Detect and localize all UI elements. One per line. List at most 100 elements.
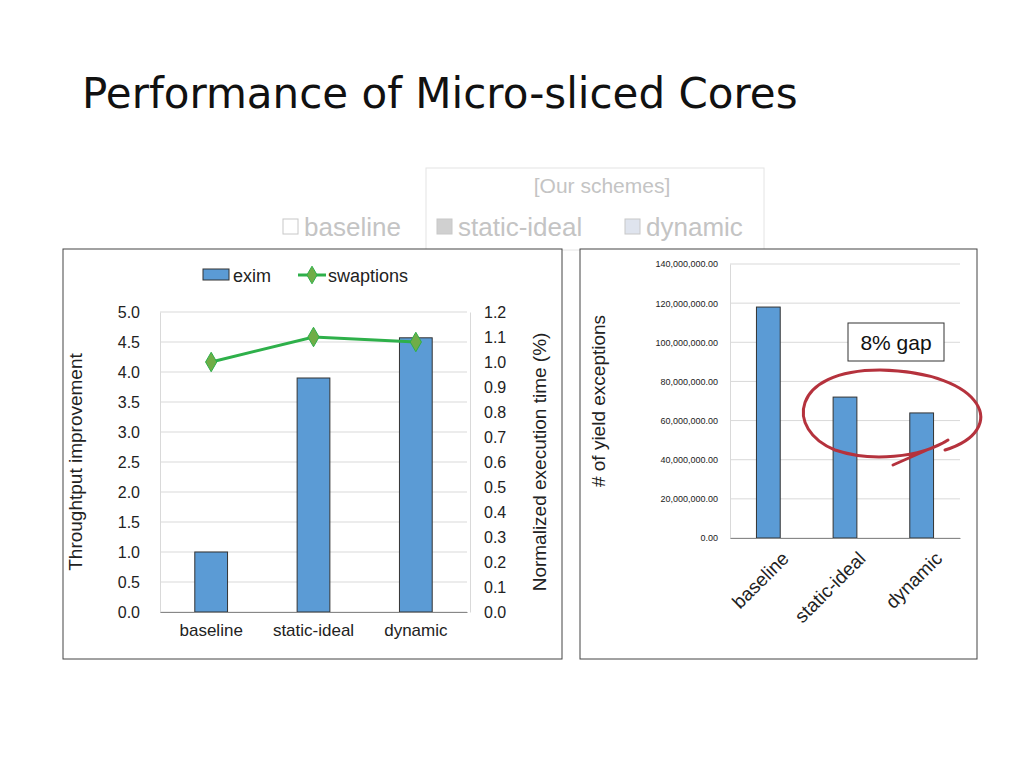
y2-tick: 0.6 — [470, 454, 506, 471]
y-tick-label: 1.5 — [118, 514, 140, 531]
y-axis: 0.00 20,000,000.00 40,000,000.00 60,000,000… — [655, 259, 730, 543]
bar — [297, 378, 330, 612]
y2-tick-label: 1.1 — [484, 329, 506, 346]
background-legend-swatch — [437, 219, 452, 234]
chart: 0.00.51.01.52.02.53.03.54.04.55.00.00.10… — [63, 249, 562, 659]
y-tick-label: 4.5 — [118, 334, 140, 351]
y-tick-label: 40,000,000.00 — [660, 455, 718, 465]
y-tick: 4.0 — [118, 364, 160, 381]
y2-tick-label: 0.8 — [484, 404, 506, 421]
x-tick-label: static-ideal — [791, 548, 870, 627]
y2-tick: 0.9 — [470, 379, 506, 396]
x-axis: baselinestatic-idealdynamic — [728, 538, 960, 627]
y2-tick-label: 0.1 — [484, 579, 506, 596]
y-tick-label: 4.0 — [118, 364, 140, 381]
y-tick: 60,000,000.00 — [660, 416, 730, 426]
background-legend-frame — [426, 168, 764, 250]
y2-tick-label: 0.2 — [484, 554, 506, 571]
y-tick: 80,000,000.00 — [660, 377, 730, 387]
background-legend-label: static-ideal — [458, 212, 582, 242]
y-tick-label: 5.0 — [118, 304, 140, 321]
x-tick-label: dynamic — [881, 548, 946, 613]
y-axis-line — [160, 313, 161, 613]
y-tick: 5.0 — [118, 304, 160, 321]
y2-tick: 0.0 — [470, 604, 506, 621]
x-tick-label: static-ideal — [273, 621, 354, 640]
y-tick: 1.5 — [118, 514, 160, 531]
x-tick: dynamic — [384, 612, 448, 640]
y-tick-label: 100,000,000.00 — [655, 338, 718, 348]
grid-line — [730, 264, 960, 265]
annotation-box — [848, 323, 944, 361]
legend-item: swaptions — [298, 266, 408, 286]
plot-area — [756, 307, 933, 538]
y2-tick: 0.1 — [470, 579, 506, 596]
y2-tick: 0.8 — [470, 404, 506, 421]
y-tick-label: 120,000,000.00 — [655, 299, 718, 309]
x-axis-line — [731, 538, 961, 539]
bar — [195, 552, 228, 612]
y2-axis-line — [470, 313, 471, 613]
background-legend-swatch — [625, 219, 640, 234]
y2-axis: 0.0 0.1 0.2 0.3 0.4 0.5 0.6 0.7 0.8 0.9 1.0 1.1 1.2 — [470, 304, 506, 621]
y-tick: 2.0 — [118, 484, 160, 501]
y2-tick-label: 0.7 — [484, 429, 506, 446]
x-axis: baseline static-ideal dynamic — [161, 612, 468, 640]
y-tick: 120,000,000.00 — [655, 299, 730, 309]
y-tick: 0.5 — [118, 574, 160, 591]
plot-area — [195, 327, 432, 612]
y-tick-label: 80,000,000.00 — [660, 377, 718, 387]
background-legend-label: baseline — [304, 212, 401, 242]
marker — [308, 327, 319, 347]
x-tick-label: baseline — [180, 621, 243, 640]
y-axis-line — [730, 265, 731, 539]
y-tick: 140,000,000.00 — [655, 259, 730, 269]
chart-frame — [63, 249, 562, 659]
y-tick: 4.5 — [118, 334, 160, 351]
y-tick: 0.0 — [118, 604, 160, 621]
legend-marker — [307, 266, 317, 284]
y2-tick-label: 0.3 — [484, 529, 506, 546]
marker — [410, 332, 421, 352]
legend-swatch — [203, 269, 229, 280]
y-tick-label: 0.0 — [118, 604, 140, 621]
bar — [910, 413, 934, 538]
legend-label: swaptions — [328, 266, 408, 286]
bar — [756, 307, 780, 538]
legend-label: exim — [233, 266, 271, 286]
y2-tick: 0.3 — [470, 529, 506, 546]
y-tick: 20,000,000.00 — [660, 494, 730, 504]
y-tick: 100,000,000.00 — [655, 338, 730, 348]
y-tick-label: 3.0 — [118, 424, 140, 441]
y2-tick: 1.1 — [470, 329, 506, 346]
bar — [833, 397, 857, 538]
x-tick: static-ideal — [273, 612, 354, 640]
y2-tick: 0.4 — [470, 504, 506, 521]
x-tick: dynamic — [881, 538, 946, 613]
y2-tick-label: 0.0 — [484, 604, 506, 621]
background-legend-swatch — [283, 219, 298, 234]
x-tick-label: dynamic — [384, 621, 448, 640]
y2-tick-label: 1.2 — [484, 304, 506, 321]
y2-tick-label: 0.6 — [484, 454, 506, 471]
y2-tick: 0.7 — [470, 429, 506, 446]
legend: exim swaptions — [203, 266, 408, 286]
chart: 0.00 20,000,000.00 40,000,000.00 60,000,000… — [580, 249, 981, 659]
y2-tick-label: 0.4 — [484, 504, 506, 521]
y-tick-label: 20,000,000.00 — [660, 494, 718, 504]
y2-tick: 0.5 — [470, 479, 506, 496]
grid-line — [160, 312, 467, 313]
y-tick: 40,000,000.00 — [660, 455, 730, 465]
grid — [160, 312, 467, 612]
y-tick: 0.00 — [700, 533, 730, 543]
x-tick-label: baseline — [728, 548, 793, 613]
grid-line — [730, 303, 960, 304]
y-tick-label: 1.0 — [118, 544, 140, 561]
y-axis-title: # of yield exceptions — [588, 315, 609, 487]
slide: Performance of Micro-sliced Cores[Our sc… — [0, 0, 1024, 768]
y2-tick: 1.0 — [470, 354, 506, 371]
annotation: 8% gap — [860, 331, 931, 354]
y-tick-label: 140,000,000.00 — [655, 259, 718, 269]
y-tick: 1.0 — [118, 544, 160, 561]
bar — [399, 338, 432, 612]
